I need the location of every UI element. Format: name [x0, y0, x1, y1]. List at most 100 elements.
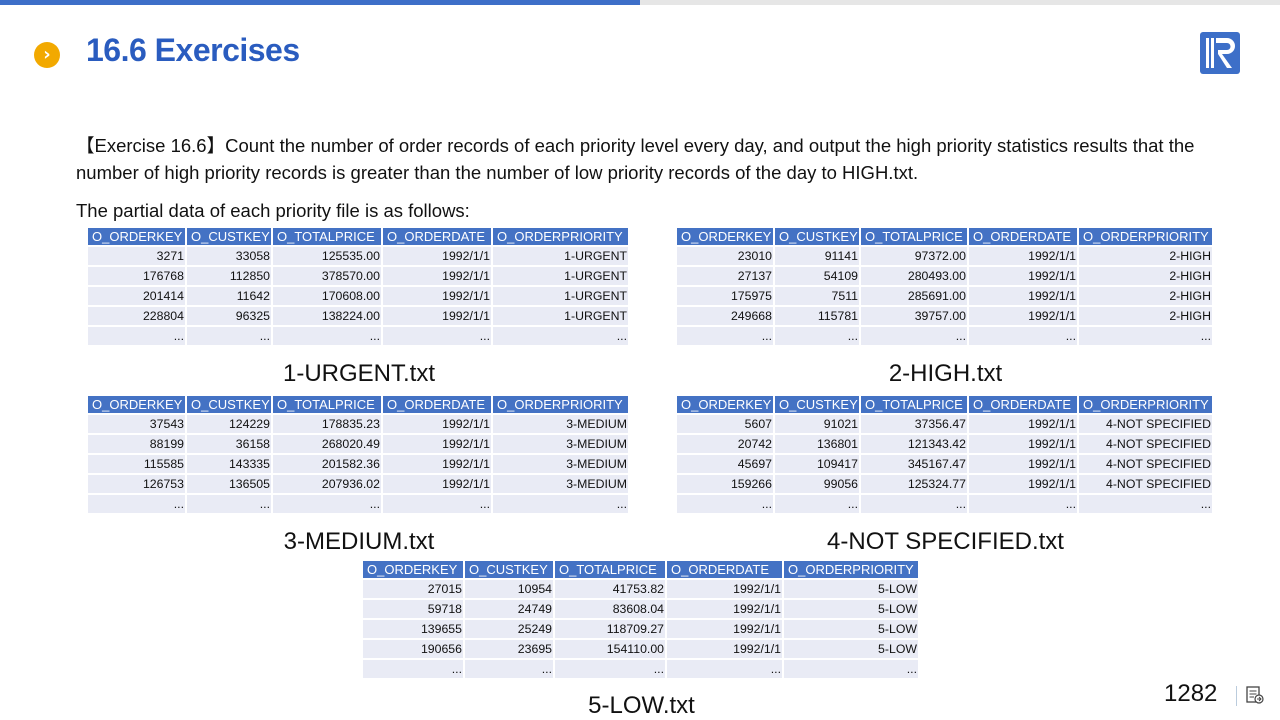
table-cell: ... [272, 326, 383, 347]
table-cell: 5-LOW [783, 639, 920, 660]
table-cell: 2-HIGH [1078, 246, 1214, 267]
table-cell: 7511 [774, 286, 861, 307]
table-cell: 54109 [774, 266, 861, 287]
table-cell: 112850 [186, 266, 273, 287]
table-cell: ... [88, 326, 187, 347]
table-cell: 36158 [186, 434, 273, 455]
table-cell: 136505 [186, 474, 273, 495]
table-cell: 228804 [88, 306, 187, 327]
table-cell: 170608.00 [272, 286, 383, 307]
table-cell: ... [382, 326, 493, 347]
table-cell: 125535.00 [272, 246, 383, 267]
table-cell: 27137 [677, 266, 775, 287]
table-cell: 1-URGENT [492, 286, 630, 307]
table-cell: ... [860, 494, 969, 515]
column-header: O_TOTALPRICE [272, 228, 383, 247]
table-row: 176768 112850 378570.00 1992/1/1 1-URGENT [88, 266, 630, 287]
table-row: 20742 136801 121343.42 1992/1/1 4-NOT SPECIF… [677, 434, 1214, 455]
table-cell: 3-MEDIUM [492, 434, 630, 455]
table-cell: 124229 [186, 414, 273, 435]
table-cell: 37543 [88, 414, 187, 435]
table-cell: 136801 [774, 434, 861, 455]
column-header: O_ORDERPRIORITY [492, 228, 630, 247]
table-cell: 207936.02 [272, 474, 383, 495]
table-row: 37543 124229 178835.23 1992/1/1 3-MEDIUM [88, 414, 630, 435]
table-row: 27137 54109 280493.00 1992/1/1 2-HIGH [677, 266, 1214, 287]
data-table-1-urgent-txt: O_ORDERKEY O_CUSTKEY O_TOTALPRICE O_ORDERDA… [88, 228, 630, 347]
table-cell: ... [968, 494, 1079, 515]
table-cell: 39757.00 [860, 306, 969, 327]
table-cell: 1992/1/1 [968, 286, 1079, 307]
column-header: O_TOTALPRICE [272, 396, 383, 415]
table-cell: 1992/1/1 [968, 434, 1079, 455]
table-cell: 4-NOT SPECIFIED [1078, 454, 1214, 475]
table-cell: 3-MEDIUM [492, 414, 630, 435]
table-cell: 138224.00 [272, 306, 383, 327]
column-header: O_TOTALPRICE [554, 561, 667, 580]
table-cell: 1992/1/1 [382, 454, 493, 475]
table-row: 3271 33058 125535.00 1992/1/1 1-URGENT [88, 246, 630, 267]
table-cell: 5-LOW [783, 579, 920, 600]
table-cell: 1992/1/1 [968, 414, 1079, 435]
table-caption: 3-MEDIUM.txt [283, 528, 435, 555]
table-cell: 2-HIGH [1078, 266, 1214, 287]
table-cell: 268020.49 [272, 434, 383, 455]
table-cell: 4-NOT SPECIFIED [1078, 434, 1214, 455]
slide-progress-fill [0, 0, 640, 5]
table-row: 45697 109417 345167.47 1992/1/1 4-NOT SPECIF… [677, 454, 1214, 475]
table-cell: 126753 [88, 474, 187, 495]
table-row: ............... [677, 326, 1214, 347]
table-row: 175975 7511 285691.00 1992/1/1 2-HIGH [677, 286, 1214, 307]
table-cell: 1992/1/1 [968, 306, 1079, 327]
table-cell: 3-MEDIUM [492, 474, 630, 495]
table-row: 139655 25249 118709.27 1992/1/1 5-LOW [363, 619, 920, 640]
table-caption: 5-LOW.txt [588, 692, 695, 719]
column-header: O_ORDERKEY [363, 561, 465, 580]
table-cell: 25249 [464, 619, 555, 640]
table-caption: 4-NOT SPECIFIED.txt [827, 528, 1064, 555]
table-cell: ... [186, 326, 273, 347]
table-cell: 3-MEDIUM [492, 454, 630, 475]
notes-icon[interactable] [1246, 686, 1264, 704]
table-cell: ... [492, 494, 630, 515]
column-header: O_CUSTKEY [774, 396, 861, 415]
table-caption: 1-URGENT.txt [282, 360, 435, 387]
table-cell: 4-NOT SPECIFIED [1078, 414, 1214, 435]
table-row: 5607 91021 37356.47 1992/1/1 4-NOT SPECIFIED [677, 414, 1214, 435]
page-number: 1282 [1164, 680, 1218, 707]
table-cell: ... [464, 659, 555, 680]
table-cell: 97372.00 [860, 246, 969, 267]
table-cell: ... [677, 326, 775, 347]
column-header: O_TOTALPRICE [860, 396, 969, 415]
slide-progress-bar [0, 0, 1280, 5]
table-cell: 1992/1/1 [968, 474, 1079, 495]
table-cell: ... [968, 326, 1079, 347]
column-header: O_ORDERKEY [677, 396, 775, 415]
table-cell: 23695 [464, 639, 555, 660]
table-cell: 37356.47 [860, 414, 969, 435]
table-row: 190656 23695 154110.00 1992/1/1 5-LOW [363, 639, 920, 660]
table-cell: 178835.23 [272, 414, 383, 435]
table-header-row: O_ORDERKEY O_CUSTKEY O_TOTALPRICE O_ORDERDA… [363, 561, 920, 580]
table-cell: ... [186, 494, 273, 515]
table-cell: 345167.47 [860, 454, 969, 475]
table-cell: 201582.36 [272, 454, 383, 475]
table-cell: 4-NOT SPECIFIED [1078, 474, 1214, 495]
table-cell: 45697 [677, 454, 775, 475]
table-cell: 201414 [88, 286, 187, 307]
table-row: 228804 96325 138224.00 1992/1/1 1-URGENT [88, 306, 630, 327]
table-cell: 96325 [186, 306, 273, 327]
column-header: O_ORDERKEY [88, 228, 187, 247]
table-cell: 1992/1/1 [968, 454, 1079, 475]
column-header: O_ORDERKEY [677, 228, 775, 247]
table-cell: 20742 [677, 434, 775, 455]
table-cell: 190656 [363, 639, 465, 660]
table-row: ............... [88, 494, 630, 515]
table-row: ............... [88, 326, 630, 347]
data-table-5-low-txt: O_ORDERKEY O_CUSTKEY O_TOTALPRICE O_ORDERDA… [363, 561, 920, 680]
table-cell: ... [774, 494, 861, 515]
table-cell: ... [554, 659, 667, 680]
table-cell: 3271 [88, 246, 187, 267]
table-row: 59718 24749 83608.04 1992/1/1 5-LOW [363, 599, 920, 620]
table-row: ............... [363, 659, 920, 680]
